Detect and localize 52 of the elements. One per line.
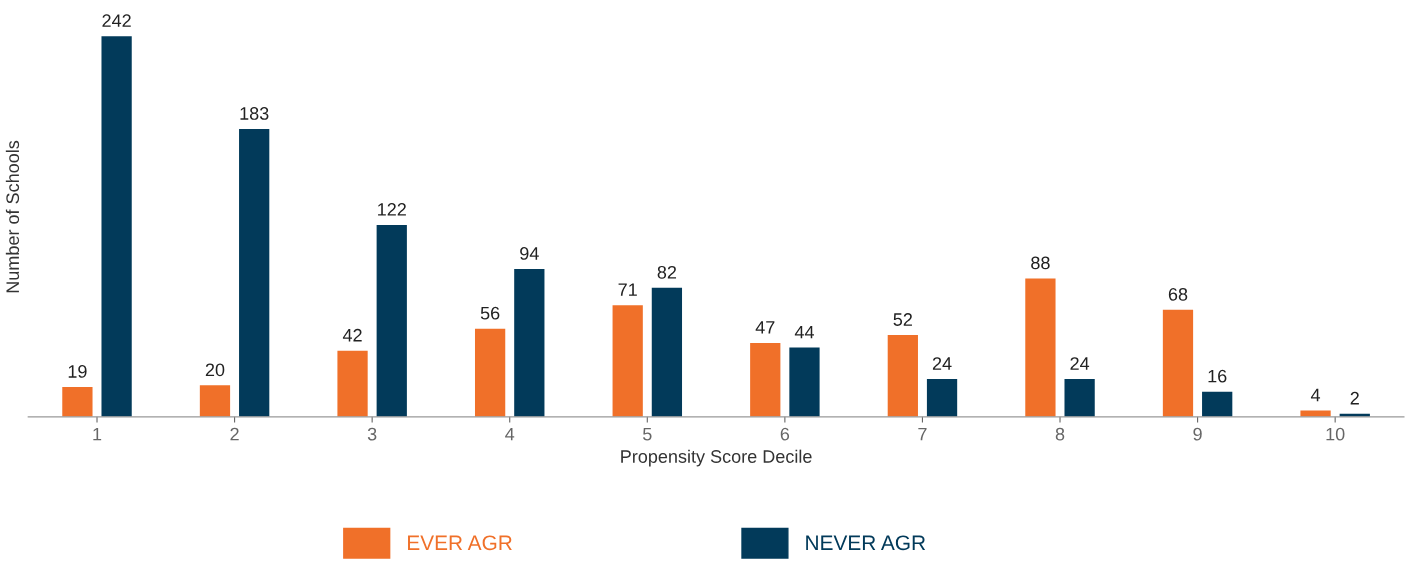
data-label: 20 — [205, 363, 225, 377]
data-label: 52 — [893, 313, 912, 326]
y-axis-title: Number of Schools — [5, 140, 20, 293]
bar — [926, 379, 958, 417]
bar — [1025, 278, 1056, 417]
bar — [651, 287, 683, 417]
data-label: 183 — [240, 107, 269, 120]
data-label: 68 — [1168, 287, 1188, 301]
bar — [62, 386, 93, 417]
data-label: 24 — [1070, 357, 1090, 370]
x-tick-label: 3 — [367, 427, 377, 441]
legend-label: EVER AGR — [408, 535, 512, 551]
data-label: 4 — [1310, 388, 1321, 402]
bar — [101, 36, 132, 417]
data-label: 71 — [618, 283, 637, 296]
bar — [199, 385, 231, 417]
data-label: 24 — [932, 357, 952, 370]
x-tick-label: 4 — [505, 427, 515, 441]
x-tick-label: 5 — [643, 427, 652, 441]
data-label: 82 — [657, 265, 677, 279]
bar — [1202, 391, 1233, 417]
data-label: 47 — [755, 321, 775, 334]
data-label: 44 — [794, 325, 814, 339]
x-axis-title: Propensity Score Decile — [621, 449, 812, 467]
bar — [887, 335, 918, 417]
data-label: 242 — [102, 14, 131, 27]
bar — [612, 305, 643, 417]
x-tick-label: 8 — [1055, 427, 1065, 441]
bar — [1162, 309, 1194, 417]
data-label: 122 — [378, 203, 406, 216]
bar — [239, 128, 270, 417]
bar — [514, 268, 545, 417]
bar — [337, 350, 368, 417]
x-tick-label: 1 — [93, 427, 102, 441]
data-label: 19 — [68, 365, 87, 378]
x-tick-label: 6 — [780, 427, 790, 441]
x-tick-label: 10 — [1326, 427, 1345, 441]
data-label: 2 — [1350, 391, 1359, 405]
data-label: 42 — [342, 328, 362, 342]
bar — [376, 224, 407, 417]
data-label: 88 — [1031, 256, 1050, 270]
bar — [1064, 379, 1095, 417]
data-label: 94 — [520, 247, 539, 260]
legend-label: NEVER AGR — [806, 535, 926, 551]
x-tick-label: 2 — [230, 427, 239, 441]
x-tick-label: 9 — [1193, 427, 1202, 441]
bar — [474, 328, 506, 417]
data-label: 16 — [1208, 369, 1227, 383]
bar — [750, 342, 781, 417]
data-label: 56 — [480, 306, 500, 320]
bar — [789, 347, 820, 417]
x-tick-label: 7 — [918, 427, 927, 441]
